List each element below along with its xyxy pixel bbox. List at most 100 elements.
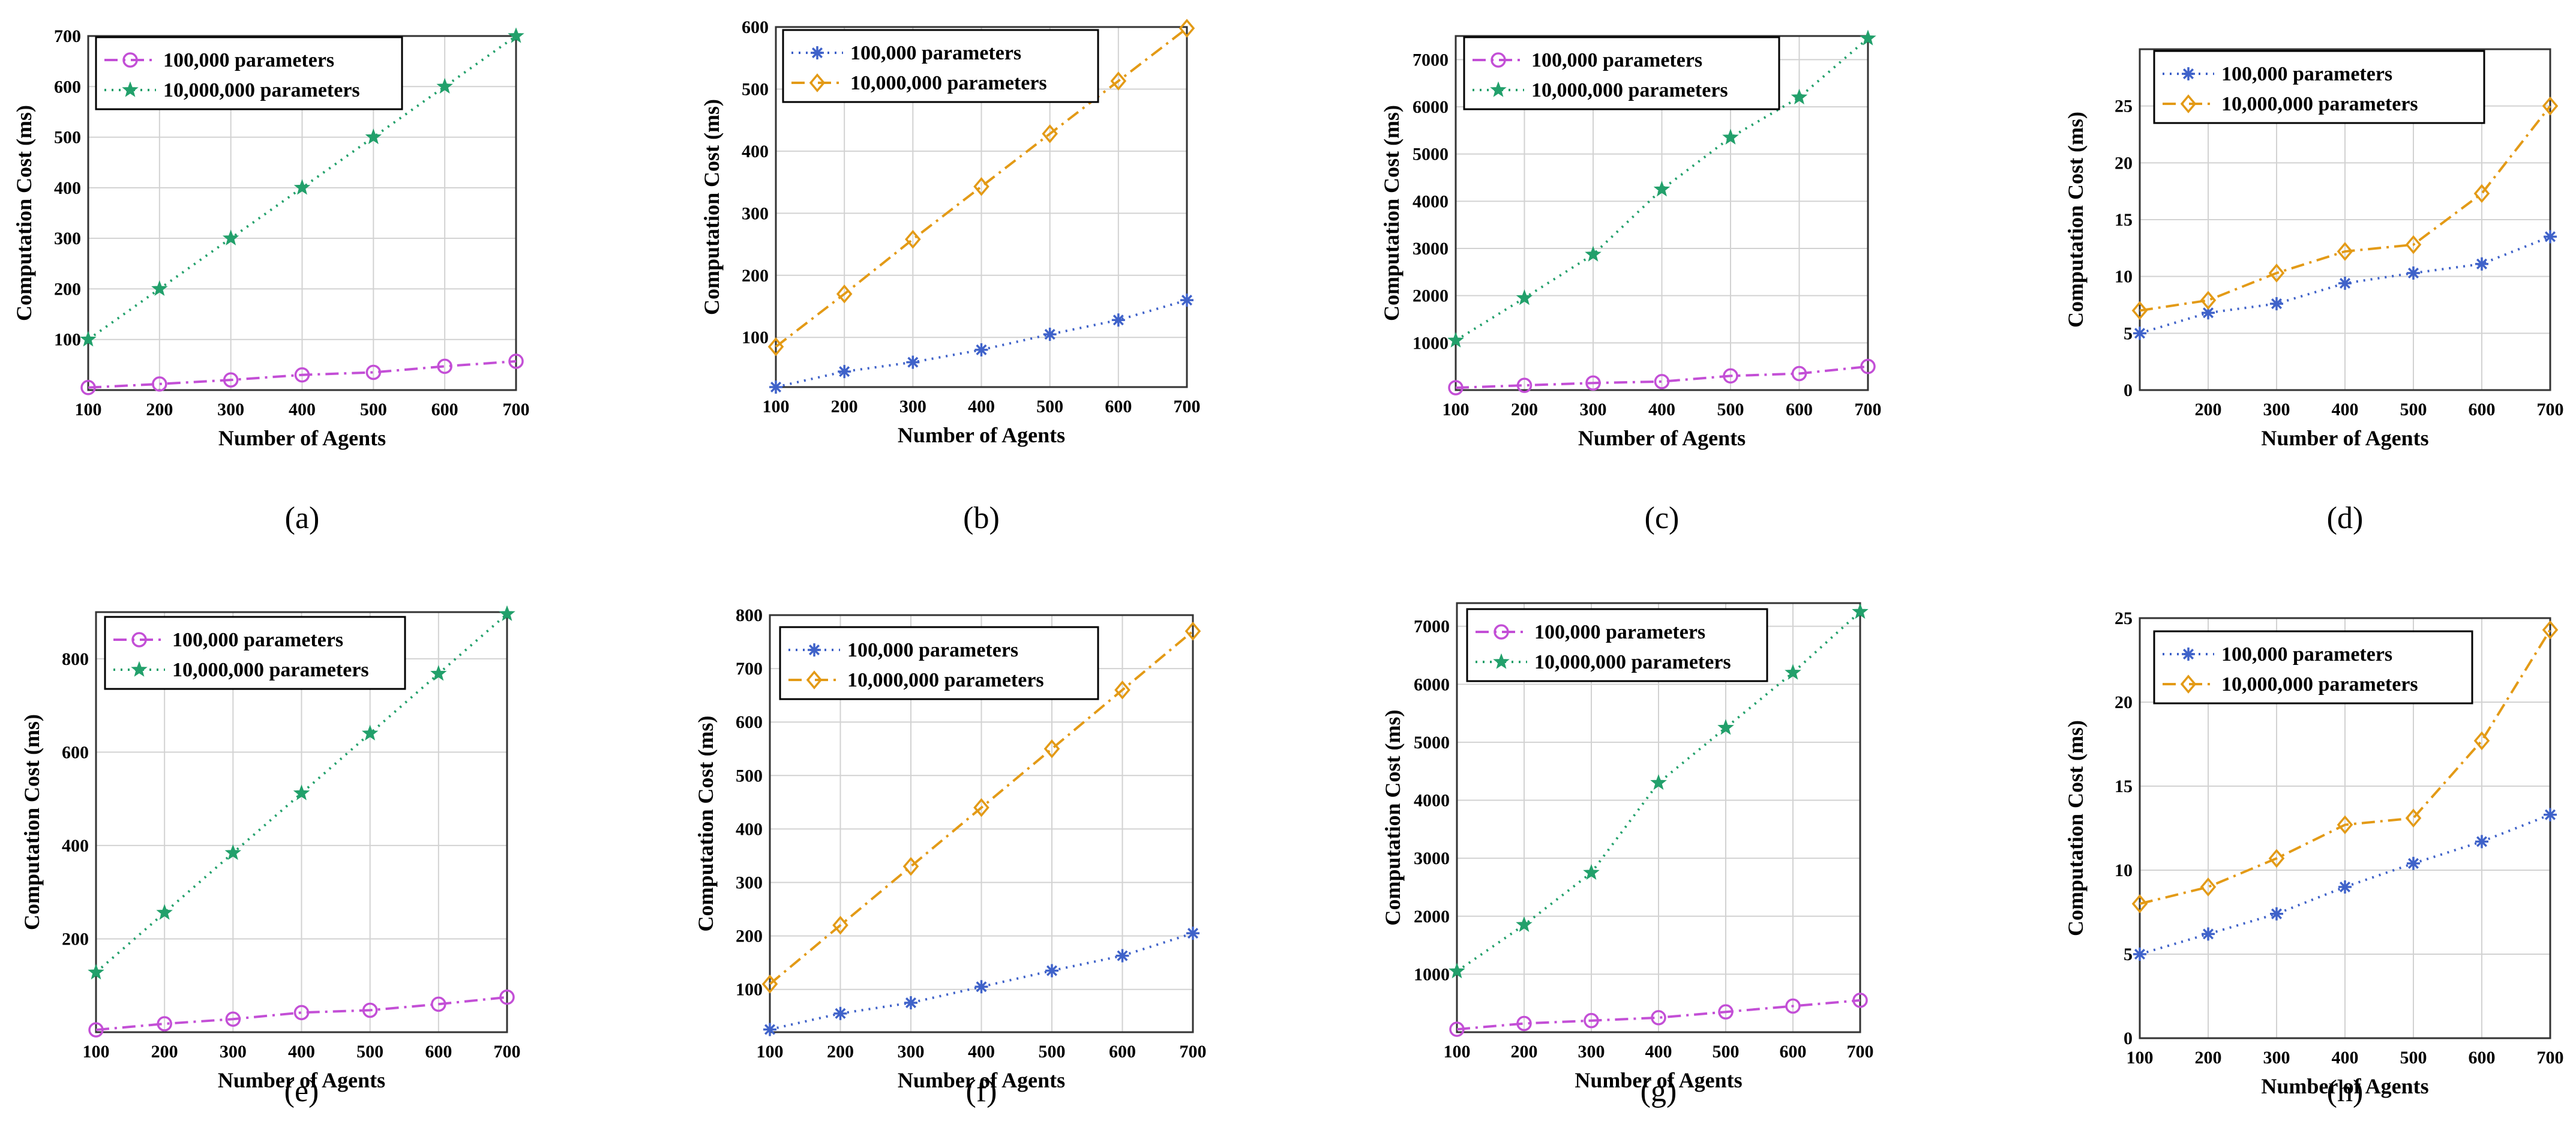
data-point (1042, 124, 1058, 143)
chart-panel-8: 100 200 300 400 500 600 700 0 5 10 15 20 25 Number of… (2064, 609, 2564, 1108)
legend-entry: 100,000 parameters (163, 49, 334, 71)
y-axis-title: Computation Cost (ms) (20, 714, 44, 930)
legend-entry: 100,000 parameters (1534, 621, 1705, 643)
data-point (2407, 856, 2420, 870)
plot-frame (775, 26, 1188, 388)
data-point (508, 353, 524, 369)
x-tick-label: 600 (1780, 1042, 1807, 1062)
data-point (1516, 1015, 1532, 1032)
x-tick-label: 700 (1847, 1042, 1874, 1062)
data-point (832, 916, 848, 935)
legend: 100,000 parameters 10,000,000 parameters (2153, 630, 2473, 705)
y-axis-title: Computation Cost (ms) (694, 716, 718, 932)
legend-entry: 10,000,000 parameters (850, 72, 1047, 94)
legend-marker (131, 632, 147, 648)
x-tick-label: 400 (288, 1042, 315, 1062)
data-point (2337, 815, 2353, 835)
panel-caption: (b) (963, 501, 1000, 535)
legend: 100,000 parameters 10,000,000 parameters (782, 29, 1099, 103)
legend-marker (809, 73, 826, 92)
y-axis-title: Computation Cost (ms) (2064, 720, 2088, 936)
data-point (1583, 864, 1600, 880)
y-tick-label: 700 (54, 26, 81, 46)
y-axis-title: Computation Cost (ms) (12, 105, 36, 321)
y-tick-label: 0 (2124, 380, 2133, 400)
data-point (1180, 293, 1193, 307)
series-line-2 (2139, 105, 2551, 312)
legend-marker (2180, 94, 2197, 113)
x-tick-label: 400 (2332, 1048, 2359, 1068)
data-point (1186, 927, 1199, 940)
x-tick-label: 200 (827, 1042, 854, 1062)
panel-caption: (e) (284, 1074, 319, 1108)
data-point (2544, 230, 2557, 244)
data-point (2542, 96, 2559, 116)
data-point (973, 177, 989, 196)
data-point (88, 1022, 104, 1038)
data-point (2337, 242, 2353, 261)
legend-marker (811, 46, 824, 59)
y-tick-label: 100 (742, 328, 769, 347)
data-point (431, 996, 446, 1012)
x-axis-title: Number of Agents (1575, 1068, 1742, 1092)
data-point (499, 605, 515, 621)
data-point (1852, 993, 1868, 1008)
data-point (1651, 1010, 1666, 1026)
data-point (1043, 739, 1060, 759)
series-line-2 (769, 630, 1194, 985)
data-point (1585, 375, 1601, 391)
data-point (1860, 29, 1876, 46)
y-tick-label: 5000 (1414, 733, 1450, 753)
y-tick-label: 300 (54, 229, 81, 248)
data-point (1653, 181, 1671, 197)
x-tick-label: 600 (2469, 1048, 2496, 1068)
y-tick-label: 100 (736, 980, 763, 1000)
data-point (1516, 377, 1533, 393)
y-axis-title: Computation Cost (ms) (1380, 105, 1404, 321)
data-point (2542, 620, 2559, 640)
legend-entry: 100,000 parameters (2221, 63, 2392, 85)
legend-marker (806, 670, 823, 690)
data-point (902, 857, 919, 876)
panel-caption: (f) (966, 1074, 997, 1108)
y-tick-label: 200 (736, 927, 763, 946)
data-point (2133, 326, 2146, 340)
data-point (2131, 301, 2148, 320)
data-point (906, 355, 920, 369)
data-point (2475, 257, 2488, 271)
data-point (1449, 963, 1465, 979)
data-point (905, 230, 921, 249)
data-point (767, 337, 784, 356)
x-tick-label: 200 (146, 400, 173, 419)
y-tick-label: 600 (62, 742, 89, 762)
x-tick-label: 200 (831, 397, 858, 416)
y-tick-label: 15 (2115, 777, 2133, 796)
x-tick-label: 500 (2400, 1048, 2427, 1068)
y-tick-label: 1000 (1414, 964, 1450, 984)
data-point (1449, 1021, 1465, 1037)
data-point (2544, 808, 2557, 822)
data-point (2473, 184, 2490, 203)
y-tick-label: 100 (54, 330, 81, 350)
x-axis-title: Number of Agents (2261, 1074, 2428, 1098)
data-point (293, 179, 311, 195)
legend: 100,000 parameters 10,000,000 parameters (95, 36, 403, 110)
data-point (2407, 266, 2420, 280)
data-point (293, 1005, 310, 1021)
y-tick-label: 500 (742, 79, 769, 99)
series-line-1 (1456, 999, 1861, 1031)
y-tick-label: 5 (2124, 945, 2133, 964)
x-tick-label: 300 (1578, 1042, 1605, 1062)
panel-caption: (c) (1645, 501, 1680, 535)
y-tick-label: 25 (2115, 97, 2133, 116)
x-tick-label: 100 (2127, 1048, 2154, 1068)
x-tick-label: 400 (2332, 400, 2359, 419)
data-point (763, 1023, 776, 1036)
y-tick-label: 200 (62, 929, 89, 949)
legend-entry: 10,000,000 parameters (2221, 673, 2418, 696)
data-point (1115, 949, 1129, 963)
data-point (499, 989, 515, 1005)
legend-marker (1493, 653, 1510, 669)
y-tick-label: 500 (736, 766, 763, 786)
